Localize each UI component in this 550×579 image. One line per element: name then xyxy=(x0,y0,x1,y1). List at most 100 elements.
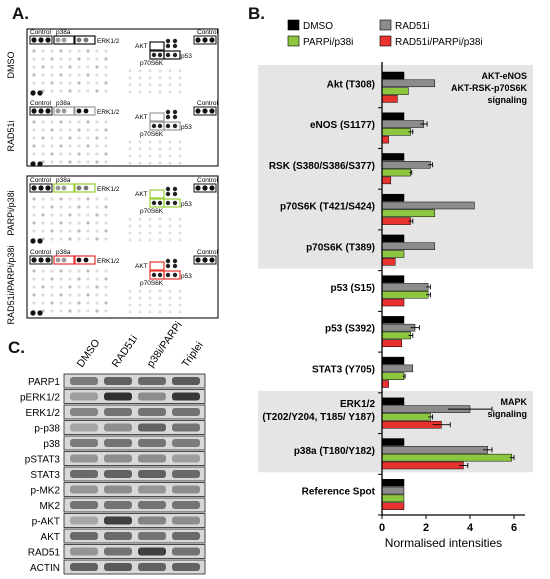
array-spot xyxy=(32,152,36,156)
blot-strip xyxy=(63,482,206,497)
array-spot xyxy=(50,57,54,61)
legend-swatch xyxy=(379,19,392,31)
category-label: ERK1/2 xyxy=(340,399,375,410)
array-spot xyxy=(59,237,63,241)
array-spot xyxy=(37,161,43,167)
blot-strip xyxy=(63,559,206,575)
array-spot xyxy=(59,160,63,164)
array-spot xyxy=(32,144,36,148)
array-spot xyxy=(50,277,54,281)
blot-band xyxy=(70,377,98,385)
array-spot xyxy=(138,90,142,94)
array-spot xyxy=(83,185,89,191)
blot-band xyxy=(104,532,132,540)
array-spot xyxy=(148,238,152,242)
array-spot xyxy=(95,197,99,201)
array-spot xyxy=(128,238,132,242)
array-spot xyxy=(104,197,108,201)
array-control-box xyxy=(29,35,53,45)
array-spot xyxy=(68,152,72,156)
blot-band xyxy=(172,501,200,509)
array-spot xyxy=(68,293,72,297)
array-spot xyxy=(59,49,63,53)
array-spot xyxy=(59,293,63,297)
array-spot xyxy=(38,108,44,114)
array-spot xyxy=(148,224,152,228)
array-spot xyxy=(41,136,45,140)
legend-label: RAD51i xyxy=(395,21,429,32)
array-spot xyxy=(38,185,44,191)
array-spot xyxy=(32,81,36,85)
array-spot xyxy=(50,197,54,201)
array-akt-label: AKT xyxy=(135,114,148,121)
blot-band xyxy=(70,516,98,525)
array-spot xyxy=(138,161,142,165)
array-spot xyxy=(178,161,182,165)
array-spot xyxy=(86,152,90,156)
array-spot xyxy=(104,309,108,313)
blot-band xyxy=(172,516,200,525)
array-spot xyxy=(165,123,171,129)
category-label: (T202/Y204, T185/ Y187) xyxy=(262,412,375,423)
array-spot xyxy=(168,76,172,80)
array-p53-label: p53 xyxy=(181,273,192,280)
array-spot xyxy=(32,120,36,124)
array-spot xyxy=(76,185,82,191)
array-spot xyxy=(172,38,178,44)
array-spot xyxy=(77,160,81,164)
array-spot xyxy=(95,205,99,209)
array-spot xyxy=(165,272,171,278)
array-spot xyxy=(86,128,90,132)
panel-label-c: C. xyxy=(8,338,25,357)
array-control-box xyxy=(193,106,217,116)
array-spot xyxy=(95,65,99,69)
blot-band xyxy=(104,454,132,463)
array-spot xyxy=(32,277,36,281)
array-spot xyxy=(50,221,54,225)
array-spot xyxy=(77,221,81,225)
array-spot xyxy=(158,310,162,314)
array-p38a-box xyxy=(53,35,75,45)
array-spot xyxy=(158,296,162,300)
array-spot xyxy=(138,310,142,314)
array-spot xyxy=(168,289,172,293)
array-spot xyxy=(77,205,81,209)
array-control-box xyxy=(29,106,53,116)
array-erk-label: ERK1/2 xyxy=(97,186,120,193)
array-spot xyxy=(104,205,108,209)
array-akt-box xyxy=(149,41,165,51)
x-tick-label: 0 xyxy=(379,522,385,534)
legend-swatch xyxy=(287,19,300,31)
array-spot xyxy=(95,81,99,85)
blot-band xyxy=(104,408,132,416)
array-spot xyxy=(68,269,72,273)
blot-band xyxy=(104,501,132,509)
array-spot xyxy=(45,185,51,191)
array-spot xyxy=(59,277,63,281)
array-spot xyxy=(158,154,162,158)
array-spot xyxy=(77,49,81,53)
array-spot xyxy=(50,128,54,132)
array-spot xyxy=(41,301,45,305)
array-control-box xyxy=(29,255,53,265)
array-spot xyxy=(148,154,152,158)
array-p38a-label: p38a xyxy=(56,100,71,107)
array-spot xyxy=(104,160,108,164)
blot-band xyxy=(104,392,132,401)
array-spot xyxy=(59,128,63,132)
array-spot xyxy=(95,221,99,225)
array-spot xyxy=(202,108,208,114)
array-spot xyxy=(95,136,99,140)
array-spot xyxy=(50,293,54,297)
array-control-label: Control xyxy=(30,249,52,256)
array-spot xyxy=(59,73,63,77)
array-spot xyxy=(104,136,108,140)
array-spot xyxy=(158,90,162,94)
array-spot xyxy=(148,69,152,73)
array-spot xyxy=(77,309,81,313)
category-label: eNOS (S1177) xyxy=(310,120,375,131)
blot-band xyxy=(104,470,132,478)
array-spot xyxy=(77,136,81,140)
array-spot xyxy=(104,81,108,85)
array-spot xyxy=(45,257,51,263)
